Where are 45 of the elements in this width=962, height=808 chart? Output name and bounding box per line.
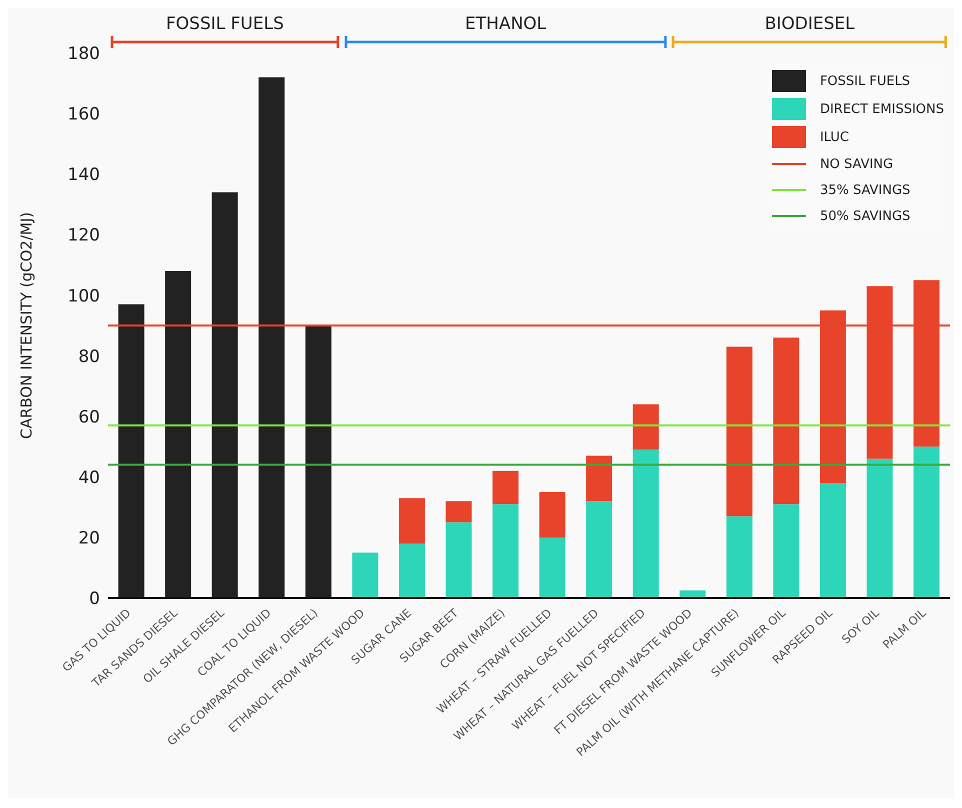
y-axis-title: CARBON INTENSITY (gCO2/MJ)	[17, 212, 36, 439]
bar	[866, 458, 893, 598]
bar	[914, 446, 940, 598]
text: FOSSIL FUELS	[165, 14, 285, 34]
legend-label: DIRECT EMISSIONS	[820, 102, 944, 116]
y-tick-label: 140	[68, 165, 100, 186]
bar	[305, 326, 332, 598]
y-tick-label: 160	[68, 104, 100, 125]
y-tick-label: 180	[68, 44, 100, 64]
bar	[446, 522, 472, 598]
bar	[258, 77, 285, 598]
bar	[492, 470, 519, 504]
bar	[398, 498, 425, 544]
bar	[773, 338, 800, 504]
bar	[446, 501, 472, 522]
bar	[820, 482, 846, 598]
bar	[632, 404, 659, 450]
bar	[539, 537, 566, 598]
y-tick-label: 120	[68, 226, 100, 246]
legend-label: 50% SAVINGS	[820, 208, 910, 224]
bar	[632, 450, 659, 598]
bar	[212, 192, 238, 598]
text: BIODIESEL	[764, 14, 856, 34]
bar	[492, 504, 519, 598]
legend-label: NO SAVING	[820, 156, 894, 172]
y-tick-label: 0	[89, 589, 100, 610]
bar	[352, 552, 378, 598]
y-tick-label: 80	[78, 346, 100, 367]
bar	[398, 544, 425, 598]
y-tick-label: 100	[68, 286, 100, 306]
bar	[773, 504, 800, 598]
bar	[586, 501, 612, 598]
text: ETHANOL	[464, 14, 548, 34]
bar	[726, 516, 752, 598]
bar	[118, 304, 144, 598]
bar	[586, 456, 612, 502]
legend-label: FOSSIL FUELS	[820, 74, 910, 88]
legend-label: ILUC	[820, 130, 849, 144]
bar	[539, 492, 566, 538]
y-tick-label: 40	[78, 468, 100, 488]
y-tick-label: 60	[78, 407, 100, 428]
y-tick-label: 20	[78, 528, 100, 548]
bar	[165, 271, 192, 598]
legend-label: 35% SAVINGS	[820, 182, 910, 198]
bar	[726, 346, 752, 516]
